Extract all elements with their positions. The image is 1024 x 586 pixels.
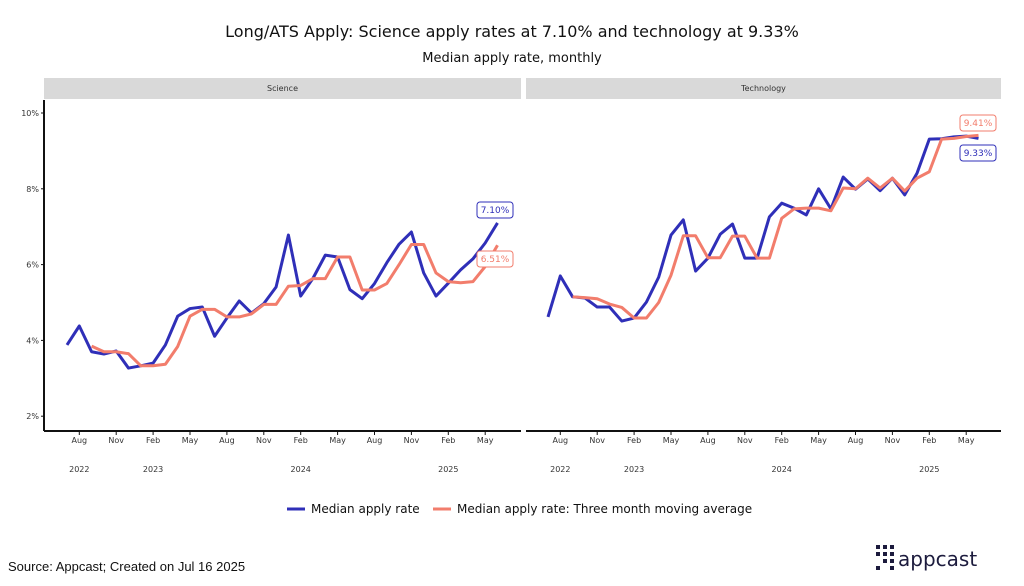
end-value-label: 6.51% — [481, 255, 510, 265]
year-label: 2023 — [143, 465, 163, 474]
x-tick-label: Feb — [922, 436, 936, 445]
legend-label-median: Median apply rate — [311, 502, 420, 516]
legend: Median apply rate Median apply rate: Thr… — [287, 502, 752, 516]
facet-label: Science — [267, 84, 298, 93]
year-label: 2025 — [438, 465, 458, 474]
year-label: 2023 — [624, 465, 644, 474]
x-tick-label: Aug — [848, 436, 864, 445]
x-tick-label: Nov — [737, 436, 753, 445]
year-label: 2024 — [291, 465, 311, 474]
facet-panel-technology: Technology Aug Nov Feb May Aug Nov Feb May Aug Nov… — [526, 78, 1001, 474]
x-tick-label: May — [477, 436, 494, 445]
x-tick-label: May — [182, 436, 199, 445]
end-value-label: 7.10% — [481, 206, 510, 216]
year-label: 2025 — [919, 465, 939, 474]
x-tick-label: Nov — [256, 436, 272, 445]
end-value-label: 9.33% — [964, 149, 993, 159]
facet-label: Technology — [740, 84, 786, 93]
y-tick-label: 8% — [26, 185, 39, 194]
year-label: 2022 — [69, 465, 89, 474]
x-tick-label: Feb — [294, 436, 308, 445]
x-tick-label: Feb — [775, 436, 789, 445]
x-tick-label: Feb — [441, 436, 455, 445]
y-tick-label: 10% — [21, 109, 39, 118]
x-tick-label: Nov — [885, 436, 901, 445]
year-label: 2024 — [772, 465, 792, 474]
x-tick-label: Aug — [552, 436, 568, 445]
logo-text: appcast — [898, 547, 977, 571]
y-tick-label: 2% — [26, 412, 39, 421]
x-tick-label: Aug — [367, 436, 383, 445]
appcast-logo: appcast — [876, 545, 977, 571]
series-line — [573, 135, 979, 318]
x-tick-label: Feb — [627, 436, 641, 445]
x-tick-label: Aug — [71, 436, 87, 445]
x-tick-label: May — [810, 436, 827, 445]
series-line — [548, 136, 979, 321]
series-moving-average: 9.41% — [573, 115, 997, 318]
chart-title: Long/ATS Apply: Science apply rates at 7… — [225, 22, 799, 41]
x-tick-label: Aug — [219, 436, 235, 445]
source-note: Source: Appcast; Created on Jul 16 2025 — [8, 559, 245, 574]
x-tick-label: May — [329, 436, 346, 445]
x-tick-label: Nov — [404, 436, 420, 445]
series-moving-average: 6.51% — [92, 244, 514, 365]
x-tick-label: Aug — [700, 436, 716, 445]
y-tick-label: 6% — [26, 261, 39, 270]
x-tick-label: Nov — [589, 436, 605, 445]
logo-mark-icon — [876, 545, 894, 570]
x-tick-label: May — [663, 436, 680, 445]
legend-label-moving-average: Median apply rate: Three month moving av… — [457, 502, 752, 516]
x-tick-label: May — [958, 436, 975, 445]
facet-panel-science: Science Aug Nov Feb May Aug Nov Feb May Aug Nov Feb… — [21, 78, 521, 474]
x-tick-label: Feb — [146, 436, 160, 445]
y-tick-label: 4% — [26, 336, 39, 345]
series-median-apply-rate: 9.33% — [548, 136, 996, 321]
x-tick-label: Nov — [108, 436, 124, 445]
chart-subtitle: Median apply rate, monthly — [422, 51, 602, 66]
year-label: 2022 — [550, 465, 570, 474]
end-value-label: 9.41% — [964, 119, 993, 129]
